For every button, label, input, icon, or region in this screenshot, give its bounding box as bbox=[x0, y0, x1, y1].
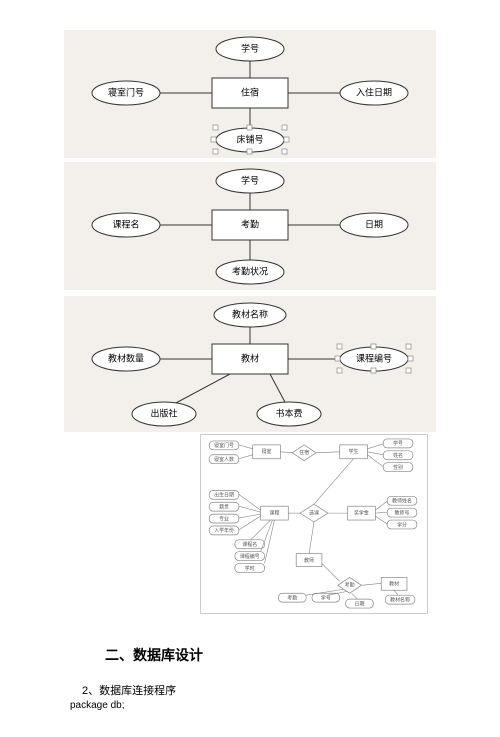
selection-handle-icon bbox=[406, 368, 411, 373]
t-edge bbox=[361, 583, 381, 585]
t-attr-label: 课程编号 bbox=[240, 553, 260, 560]
er-panel-textbook: 教材 教材名称 教材数量 课程编号 出版社 书本费 bbox=[64, 296, 436, 432]
attr-left-label: 寝室门号 bbox=[108, 86, 144, 97]
selection-handle-icon bbox=[337, 344, 342, 349]
t-attr-label: 专业 bbox=[219, 515, 229, 522]
t-edge bbox=[375, 501, 387, 510]
t-attr-label: 学号 bbox=[393, 440, 403, 447]
t-attr-label: 日期 bbox=[355, 601, 365, 607]
selection-handle-icon bbox=[408, 356, 413, 361]
code-line: package db; bbox=[70, 700, 125, 711]
attr-bottom-right-label: 书本费 bbox=[275, 407, 302, 418]
attr-top-label: 学号 bbox=[241, 42, 259, 53]
t-edge bbox=[394, 590, 398, 595]
t-entity-label: 课程 bbox=[270, 509, 280, 516]
er-overview-thumbnail: 寝室门号 寝室人数 寝室 住宿 学生 学号 姓名 性别 出生日期 籍贯 专业 bbox=[200, 434, 428, 614]
t-edge bbox=[251, 520, 271, 540]
t-attr-label: 教材名称 bbox=[390, 596, 410, 603]
selection-handle-icon bbox=[211, 137, 216, 142]
t-rel-label: 考勤 bbox=[345, 582, 355, 589]
t-edge bbox=[314, 459, 354, 504]
t-attr-label: 考勤 bbox=[287, 594, 297, 601]
t-edge bbox=[375, 516, 387, 524]
t-edge bbox=[316, 452, 340, 453]
selection-handle-icon bbox=[371, 368, 376, 373]
t-edge bbox=[239, 514, 261, 518]
selection-handle-icon bbox=[335, 356, 340, 361]
t-attr-label: 寝室人数 bbox=[214, 456, 234, 463]
t-attr-label: 教师号 bbox=[395, 509, 410, 516]
t-attr-label: 性别 bbox=[393, 464, 403, 471]
attr-bottom-left-label: 出版社 bbox=[150, 407, 177, 418]
t-attr-label: 学分 bbox=[397, 521, 407, 528]
er-panel-accommodation: 住宿 学号 寝室门号 入住日期 床铺号 bbox=[64, 30, 436, 158]
t-edge bbox=[367, 452, 383, 455]
t-attr-label: 教师姓名 bbox=[392, 498, 412, 505]
attr-right-label: 课程编号 bbox=[356, 352, 392, 363]
attr-left-label: 教材数量 bbox=[108, 352, 144, 363]
t-edge bbox=[367, 444, 383, 449]
t-entity-label: 教材 bbox=[389, 581, 399, 588]
edge bbox=[174, 374, 230, 404]
selection-handle-icon bbox=[284, 137, 289, 142]
er-panel-attendance: 考勤 学号 课程名 日期 考勤状况 bbox=[64, 162, 436, 290]
t-edge bbox=[239, 516, 261, 530]
selection-handle-icon bbox=[406, 344, 411, 349]
selection-handle-icon bbox=[337, 368, 342, 373]
t-edge bbox=[239, 494, 261, 510]
t-entity-label: 学生 bbox=[349, 448, 359, 455]
selection-handle-icon bbox=[247, 149, 252, 154]
attr-right-label: 入住日期 bbox=[356, 86, 392, 97]
attr-bottom-label: 床铺号 bbox=[236, 133, 263, 144]
t-attr-label: 课程名 bbox=[242, 541, 257, 548]
selection-handle-icon bbox=[213, 149, 218, 154]
section-heading: 二、数据库设计 bbox=[105, 645, 203, 665]
t-edge bbox=[375, 512, 387, 513]
selection-handle-icon bbox=[213, 125, 218, 130]
t-attr-label: 姓名 bbox=[393, 452, 403, 459]
attr-bottom-label: 考勤状况 bbox=[232, 265, 268, 276]
attr-left-label: 课程名 bbox=[112, 218, 139, 229]
t-rel-label: 住宿 bbox=[299, 449, 309, 456]
t-attr-label: 寝室门号 bbox=[214, 442, 234, 449]
attr-top-label: 教材名称 bbox=[232, 308, 268, 319]
t-edge bbox=[239, 506, 261, 512]
selection-handle-icon bbox=[282, 149, 287, 154]
t-edge bbox=[239, 455, 253, 459]
t-attr-label: 出生日期 bbox=[214, 492, 234, 499]
entity-label: 教材 bbox=[241, 352, 259, 363]
entity-label: 住宿 bbox=[241, 86, 259, 97]
t-edge bbox=[309, 522, 314, 554]
t-edge bbox=[352, 593, 358, 599]
subsection-heading: 2、数据库连接程序 bbox=[82, 682, 176, 698]
t-edge bbox=[367, 455, 383, 467]
attr-top-label: 学号 bbox=[241, 174, 259, 185]
selection-handle-icon bbox=[371, 344, 376, 349]
t-edge bbox=[239, 445, 253, 449]
t-attr-label: 学时 bbox=[245, 565, 255, 572]
selection-handle-icon bbox=[282, 125, 287, 130]
t-attr-label: 籍贯 bbox=[219, 504, 229, 511]
t-entity-label: 教师 bbox=[304, 557, 314, 564]
attr-right-label: 日期 bbox=[365, 219, 383, 229]
selection-handle-icon bbox=[247, 125, 252, 130]
t-attr-label: 学号 bbox=[321, 594, 331, 601]
t-attr-label: 入学年份 bbox=[214, 527, 234, 534]
edge bbox=[270, 374, 286, 404]
t-edge bbox=[322, 564, 340, 582]
t-entity-label: 寝室 bbox=[262, 448, 272, 455]
t-entity-label: 奖学金 bbox=[354, 509, 369, 516]
t-edge bbox=[280, 452, 292, 453]
entity-label: 考勤 bbox=[241, 218, 259, 229]
t-rel-label: 选课 bbox=[309, 509, 319, 516]
t-edge bbox=[265, 520, 275, 564]
